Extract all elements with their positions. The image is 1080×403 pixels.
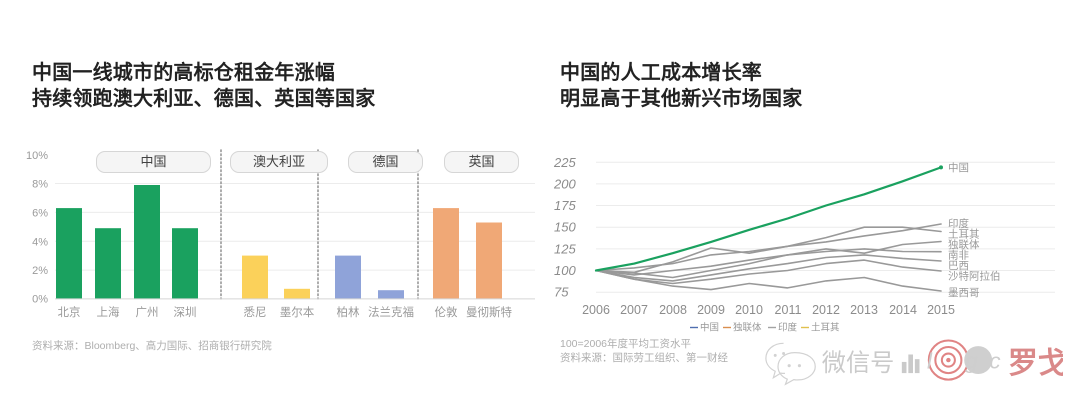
svg-text:曼彻斯特: 曼彻斯特: [466, 305, 512, 319]
svg-text:200: 200: [553, 177, 576, 192]
svg-text:2009: 2009: [697, 303, 725, 317]
svg-text:2014: 2014: [889, 303, 917, 317]
svg-text:125: 125: [554, 242, 576, 257]
svg-text:2015: 2015: [927, 303, 955, 317]
svg-text:2007: 2007: [620, 303, 648, 317]
svg-text:沙特阿拉伯: 沙特阿拉伯: [948, 270, 1001, 283]
svg-text:0%: 0%: [32, 294, 48, 306]
svg-text:8%: 8%: [32, 179, 48, 191]
svg-text:墨西哥: 墨西哥: [948, 287, 980, 299]
svg-text:6%: 6%: [32, 208, 48, 220]
svg-text:深圳: 深圳: [174, 305, 197, 319]
svg-text:225: 225: [553, 155, 576, 170]
svg-text:10%: 10%: [26, 150, 48, 162]
svg-text:上海: 上海: [97, 305, 120, 319]
svg-text:伦敦: 伦敦: [435, 305, 458, 319]
svg-text:中国: 中国: [948, 161, 969, 174]
svg-text:2011: 2011: [775, 303, 802, 317]
svg-text:土耳其: 土耳其: [811, 322, 840, 334]
svg-text:2008: 2008: [659, 303, 687, 317]
svg-text:2012: 2012: [812, 303, 840, 317]
svg-text:柏林: 柏林: [337, 305, 360, 319]
svg-text:悉尼: 悉尼: [244, 306, 267, 319]
svg-text:法兰克福: 法兰克福: [368, 305, 414, 319]
svg-text:墨尔本: 墨尔本: [280, 305, 315, 319]
svg-text:广州: 广州: [136, 306, 159, 319]
svg-text:150: 150: [554, 220, 576, 235]
svg-text:4%: 4%: [32, 237, 48, 249]
svg-text:中国: 中国: [700, 322, 719, 334]
svg-text:印度: 印度: [778, 322, 798, 334]
svg-text:175: 175: [554, 198, 576, 213]
svg-text:100: 100: [554, 263, 576, 278]
svg-text:g: g: [965, 348, 978, 373]
svg-text:75: 75: [554, 285, 569, 300]
svg-text:罗戈网: 罗戈网: [1008, 347, 1063, 380]
svg-text:2013: 2013: [850, 303, 878, 317]
svg-text:北京: 北京: [58, 305, 81, 319]
svg-text:2006: 2006: [582, 303, 610, 317]
svg-text:c: c: [989, 348, 1000, 373]
svg-text:2010: 2010: [735, 303, 763, 317]
svg-text:微信号: 微信号: [822, 350, 895, 377]
svg-text:2%: 2%: [32, 265, 48, 277]
svg-text:独联体: 独联体: [733, 322, 762, 334]
